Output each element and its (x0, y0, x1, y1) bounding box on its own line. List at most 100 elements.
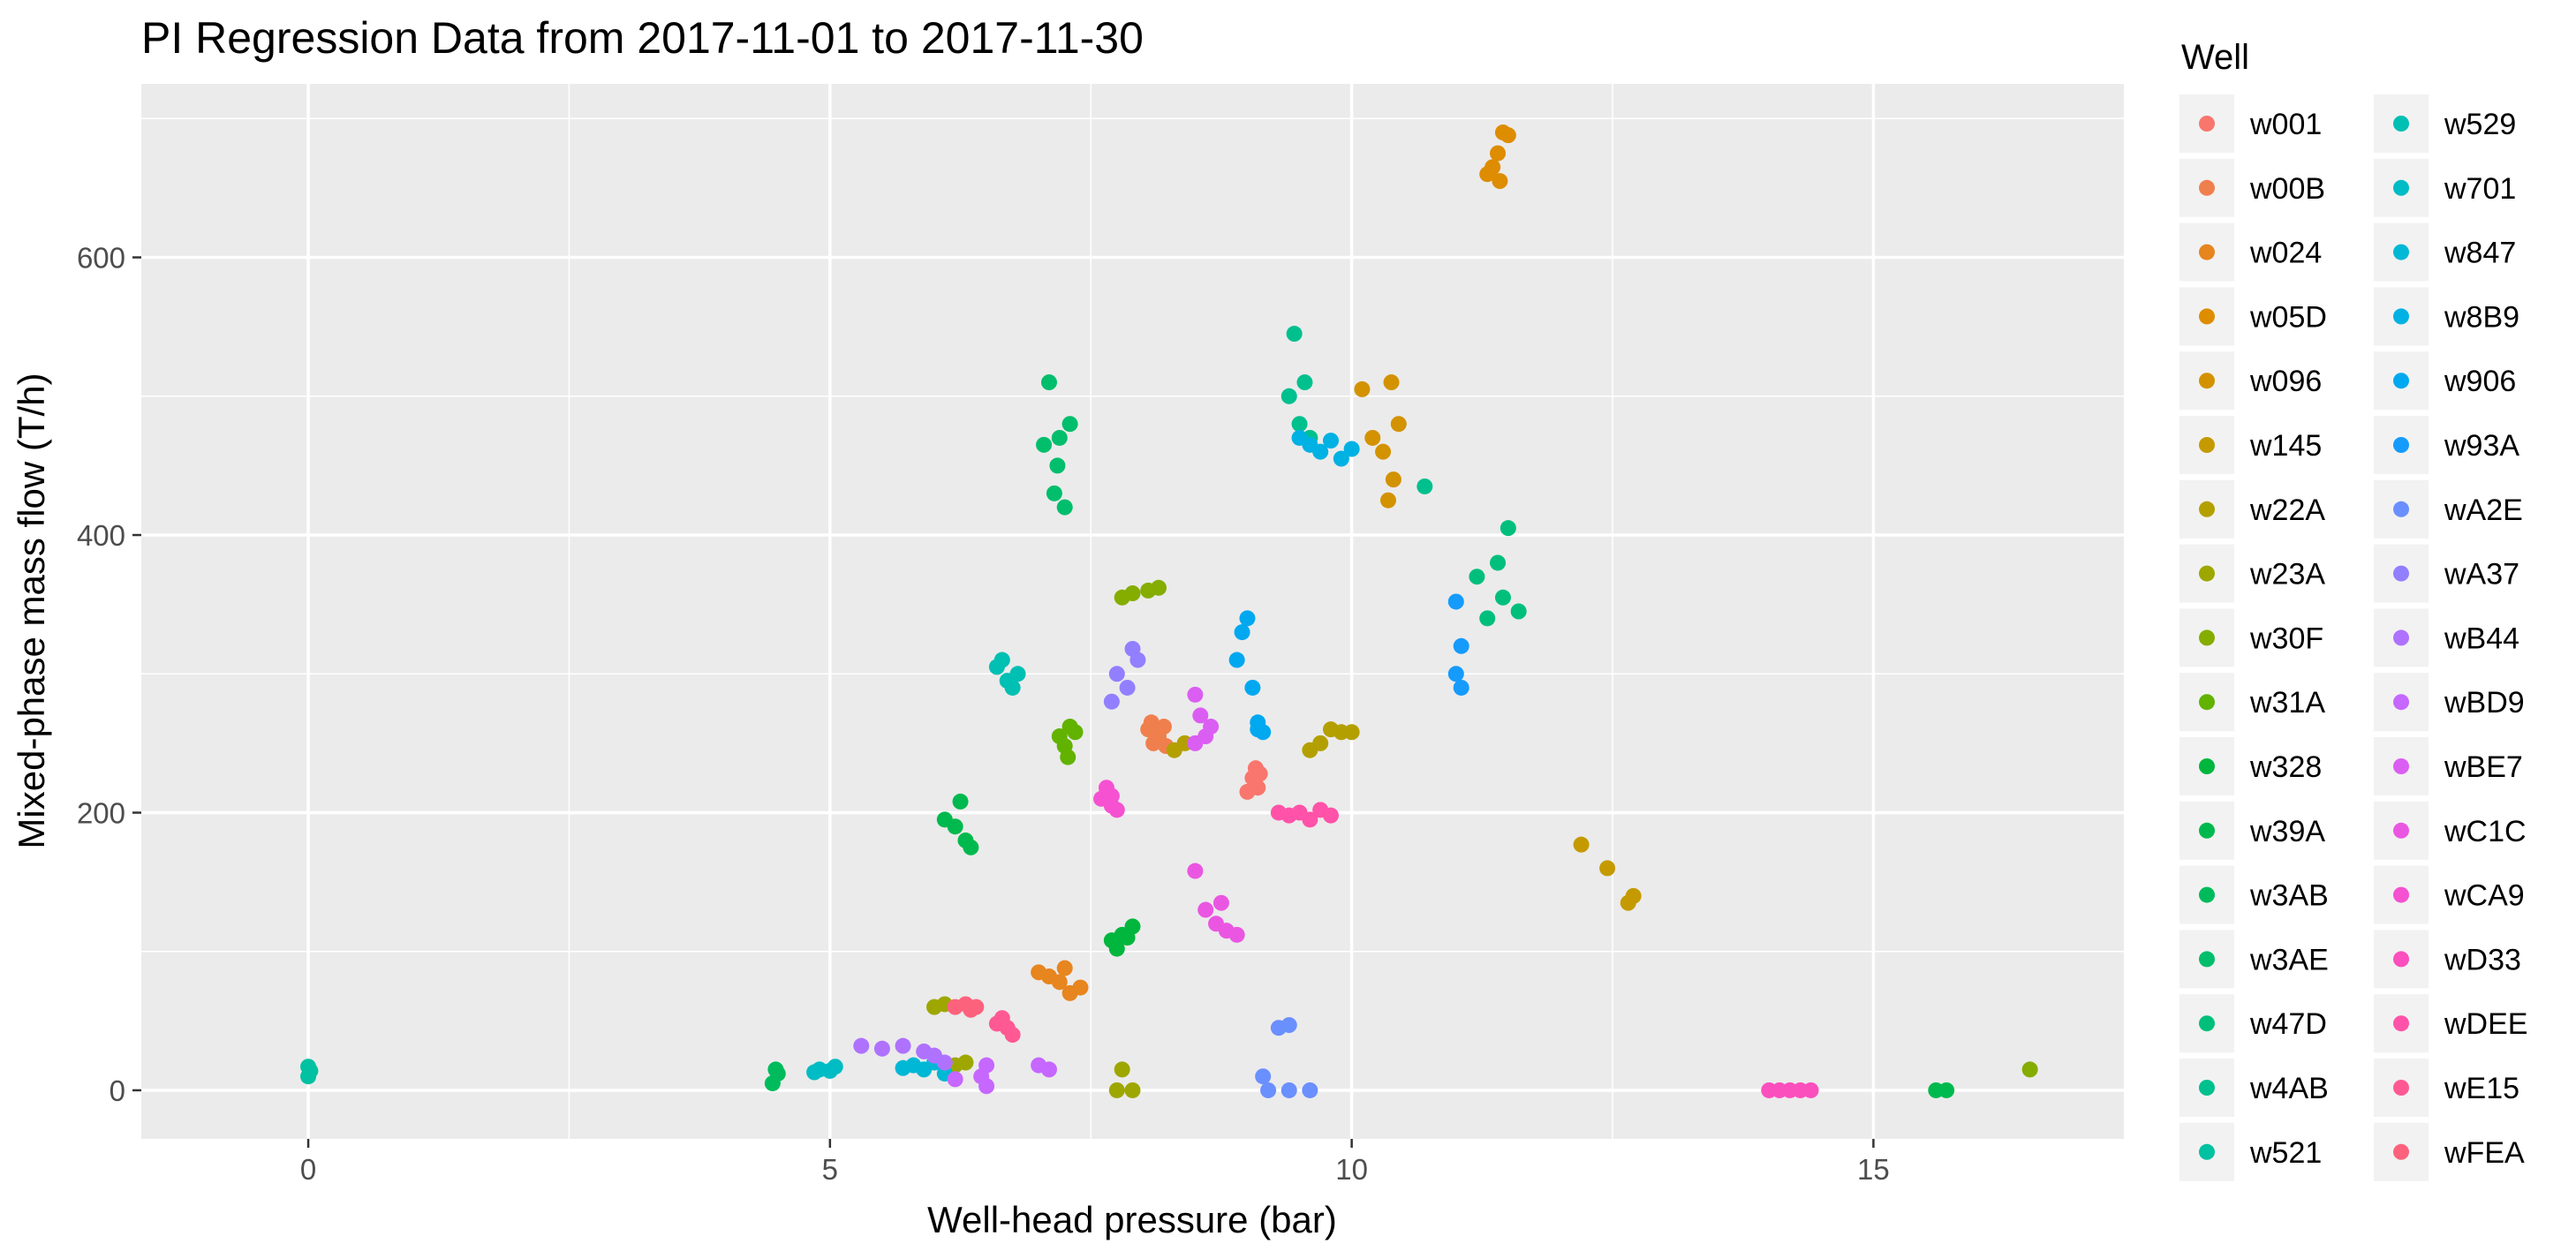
data-point-wD33 (1802, 1081, 1819, 1098)
plot-panel (141, 84, 2124, 1139)
data-point-w31A (1067, 724, 1084, 741)
data-point-wCA9 (1108, 802, 1125, 818)
data-point-w47D (1469, 569, 1485, 585)
legend-label-w145: w145 (2249, 429, 2322, 463)
data-point-w024 (1051, 974, 1068, 991)
y-tick-label: 400 (77, 519, 125, 552)
data-point-w30F (2021, 1061, 2038, 1078)
data-point-w3AE (1049, 457, 1066, 474)
data-point-w93A (1447, 593, 1464, 610)
legend-label-w529: w529 (2444, 108, 2516, 141)
data-point-w22A (1343, 724, 1360, 741)
data-point-w05D (1500, 127, 1516, 144)
data-point-w847 (895, 1059, 911, 1076)
data-points (300, 124, 2038, 1098)
x-axis-ticks: 0 5 10 15 (300, 1139, 1890, 1186)
legend-swatch-wB44 (2393, 629, 2409, 646)
data-point-wBD9 (1040, 1061, 1057, 1078)
data-point-w05D (1492, 173, 1508, 190)
data-point-wFEA (968, 999, 985, 1015)
legend-label-wBD9: wBD9 (2444, 686, 2525, 720)
data-point-w3AE (1036, 436, 1053, 453)
legend-swatch-w39A (2199, 822, 2215, 839)
data-point-w145 (1599, 860, 1616, 877)
data-point-w4AB (1296, 374, 1313, 391)
data-point-w906 (1228, 652, 1245, 668)
data-point-wB44 (936, 1054, 953, 1071)
legend-swatch-w521 (2199, 1143, 2215, 1160)
data-point-wBD9 (978, 1078, 995, 1095)
data-point-w93A (1453, 637, 1469, 654)
data-point-w3AE (1046, 485, 1062, 501)
legend-title: Well (2181, 38, 2249, 77)
data-point-wA2E (1260, 1081, 1277, 1098)
legend-swatch-wD33 (2393, 951, 2409, 968)
legend-swatch-wA37 (2393, 565, 2409, 582)
data-point-w096 (1383, 374, 1400, 391)
legend-swatch-w30F (2199, 629, 2215, 646)
data-point-w906 (1244, 679, 1261, 696)
x-axis-label: Well-head pressure (bar) (927, 1199, 1337, 1240)
data-point-w701 (806, 1064, 823, 1081)
data-point-w906 (1234, 624, 1250, 641)
data-point-w8B9 (1323, 433, 1339, 449)
data-point-w521 (302, 1062, 319, 1079)
data-point-w906 (1239, 610, 1256, 627)
minor-gridlines (141, 84, 2124, 1139)
legend-swatch-w328 (2199, 758, 2215, 774)
data-point-w39A (952, 793, 969, 810)
legend-label-wD33: wD33 (2444, 943, 2521, 976)
data-point-w328 (1108, 940, 1125, 957)
data-point-wCA9 (1103, 788, 1120, 804)
legend-label-wA2E: wA2E (2444, 494, 2523, 527)
legend-swatch-w096 (2199, 373, 2215, 389)
data-point-wA37 (1103, 693, 1120, 710)
legend-swatch-wDEE (2393, 1015, 2409, 1032)
data-point-wBE7 (1187, 686, 1204, 703)
legend-swatch-wA2E (2393, 501, 2409, 517)
data-point-w05D (1484, 159, 1501, 176)
y-axis-label: Mixed-phase mass flow (T/h) (11, 373, 52, 848)
data-point-w328 (1119, 930, 1136, 946)
data-point-w001 (1251, 765, 1268, 782)
legend-label-w001: w001 (2249, 108, 2322, 141)
legend-swatch-w22A (2199, 501, 2215, 517)
data-point-w39A (963, 839, 979, 855)
legend: w001 w00B w024 w05D w096 w145 w22A w23A w30F w31A… (2179, 94, 2527, 1181)
y-tick-label: 0 (110, 1074, 125, 1107)
legend-label-wC1C: wC1C (2444, 815, 2527, 848)
legend-label-w3AE: w3AE (2249, 943, 2329, 976)
data-point-wFEA (947, 999, 963, 1015)
data-point-w30F (1124, 585, 1141, 602)
data-point-w4AB (1291, 416, 1308, 433)
legend-label-wFEA: wFEA (2444, 1136, 2525, 1170)
data-point-wA37 (1108, 666, 1125, 682)
data-point-wC1C (1228, 926, 1245, 943)
legend-label-wE15: wE15 (2444, 1072, 2519, 1105)
data-point-wB44 (895, 1037, 911, 1054)
data-point-w024 (1031, 964, 1047, 981)
data-point-wA2E (1280, 1017, 1297, 1034)
legend-swatch-w4AB (2199, 1080, 2215, 1096)
data-point-wDEE (1302, 811, 1318, 828)
legend-label-w39A: w39A (2249, 815, 2325, 848)
data-point-w23A (1124, 1081, 1141, 1098)
legend-swatch-wC1C (2393, 822, 2409, 839)
legend-label-w4AB: w4AB (2249, 1072, 2329, 1105)
data-point-w3AE (1051, 429, 1068, 446)
legend-label-w93A: w93A (2444, 429, 2519, 463)
data-point-w00B (1143, 714, 1160, 731)
legend-swatch-w23A (2199, 565, 2215, 582)
legend-label-w05D: w05D (2249, 300, 2327, 334)
data-point-w39A (947, 818, 963, 835)
data-point-w93A (1453, 679, 1469, 696)
data-point-wC1C (1187, 863, 1204, 879)
data-point-w31A (1060, 749, 1076, 765)
data-point-w529 (1009, 666, 1026, 682)
data-point-wA2E (1255, 1068, 1272, 1085)
data-point-wE15 (1004, 1027, 1021, 1044)
data-point-w096 (1385, 471, 1401, 488)
data-point-w23A (1114, 1061, 1130, 1078)
x-tick-label: 10 (1335, 1153, 1368, 1186)
data-point-w3AE (1056, 499, 1073, 516)
